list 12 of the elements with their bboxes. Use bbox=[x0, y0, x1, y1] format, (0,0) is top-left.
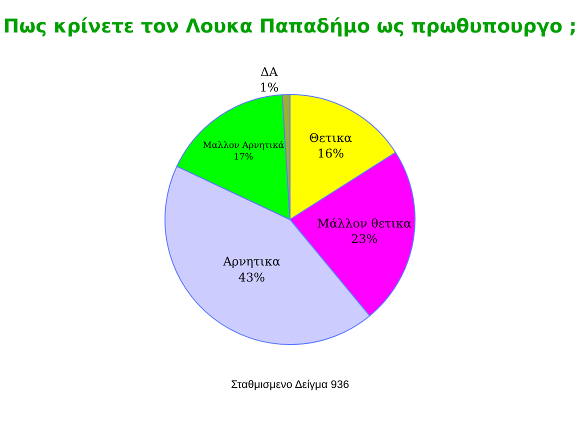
data-label: 16% bbox=[317, 146, 344, 160]
slice-label: Μαλλον Αρνητικά bbox=[202, 140, 284, 152]
slice-label: Μάλλον θετικα bbox=[317, 216, 412, 230]
data-label: 23% bbox=[350, 232, 378, 246]
data-label: 43% bbox=[238, 270, 266, 284]
data-label: 17% bbox=[234, 152, 254, 163]
slice-label: Αρνητικα bbox=[222, 254, 280, 269]
chart-title: Πως κρίνετε τον Λουκα Παπαδήμο ως πρωθυπουργο ; bbox=[3, 16, 577, 38]
text: Σταθμισμενο Δείγμα 936 bbox=[231, 379, 350, 391]
slice-label: Θετικα bbox=[309, 130, 352, 145]
slice-label: ΔΑ bbox=[260, 64, 278, 79]
data-label: 1% bbox=[260, 80, 279, 95]
